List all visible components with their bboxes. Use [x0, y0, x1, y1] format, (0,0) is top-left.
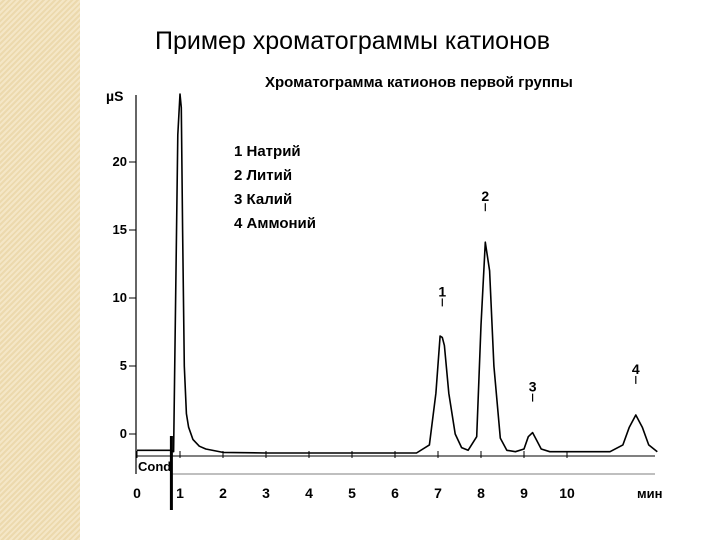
peak-label: 3 — [529, 379, 537, 395]
peak-labels: 1 2 3 4 — [438, 188, 640, 402]
x-tick-label: 10 — [559, 485, 575, 501]
slide-decorative-border — [0, 0, 80, 540]
y-axis-unit-label: µS — [106, 88, 123, 104]
chart-legend: 1 Натрий 2 Литий 3 Калий 4 Аммоний — [234, 143, 316, 232]
y-tick-label: 10 — [113, 290, 127, 305]
x-tick-label: 9 — [520, 485, 528, 501]
x-axis-ticks: 0 1 2 3 4 5 6 7 8 9 10 — [133, 451, 575, 501]
legend-item: 3 Калий — [234, 191, 292, 208]
plot-area — [135, 93, 658, 510]
legend-item: 4 Аммоний — [234, 215, 316, 232]
peak-label: 2 — [481, 188, 489, 204]
x-tick-label: 3 — [262, 485, 270, 501]
x-tick-label: 0 — [133, 485, 141, 501]
peak-label: 1 — [438, 283, 446, 299]
legend-item: 2 Литий — [234, 167, 292, 184]
x-tick-label: 4 — [305, 485, 313, 501]
y-tick-label: 20 — [113, 154, 127, 169]
y-tick-label: 15 — [113, 222, 127, 237]
chromatogram-trace — [137, 93, 658, 454]
slide-title: Пример хроматограммы катионов — [155, 27, 551, 55]
x-tick-label: 7 — [434, 485, 442, 501]
legend-item: 1 Натрий — [234, 143, 301, 160]
y-tick-label: 0 — [120, 426, 127, 441]
x-tick-label: 1 — [176, 485, 184, 501]
x-tick-label: 5 — [348, 485, 356, 501]
y-tick-label: 5 — [120, 358, 127, 373]
x-tick-label: 2 — [219, 485, 227, 501]
peak-label: 4 — [632, 361, 640, 377]
x-tick-label: 8 — [477, 485, 485, 501]
chart-title: Хроматограмма катионов первой группы — [265, 74, 573, 91]
baseline-label: Cond — [138, 459, 171, 474]
x-tick-label: 6 — [391, 485, 399, 501]
x-axis-unit-label: мин — [637, 486, 662, 501]
y-axis-ticks: 0 5 10 15 20 — [113, 154, 136, 441]
